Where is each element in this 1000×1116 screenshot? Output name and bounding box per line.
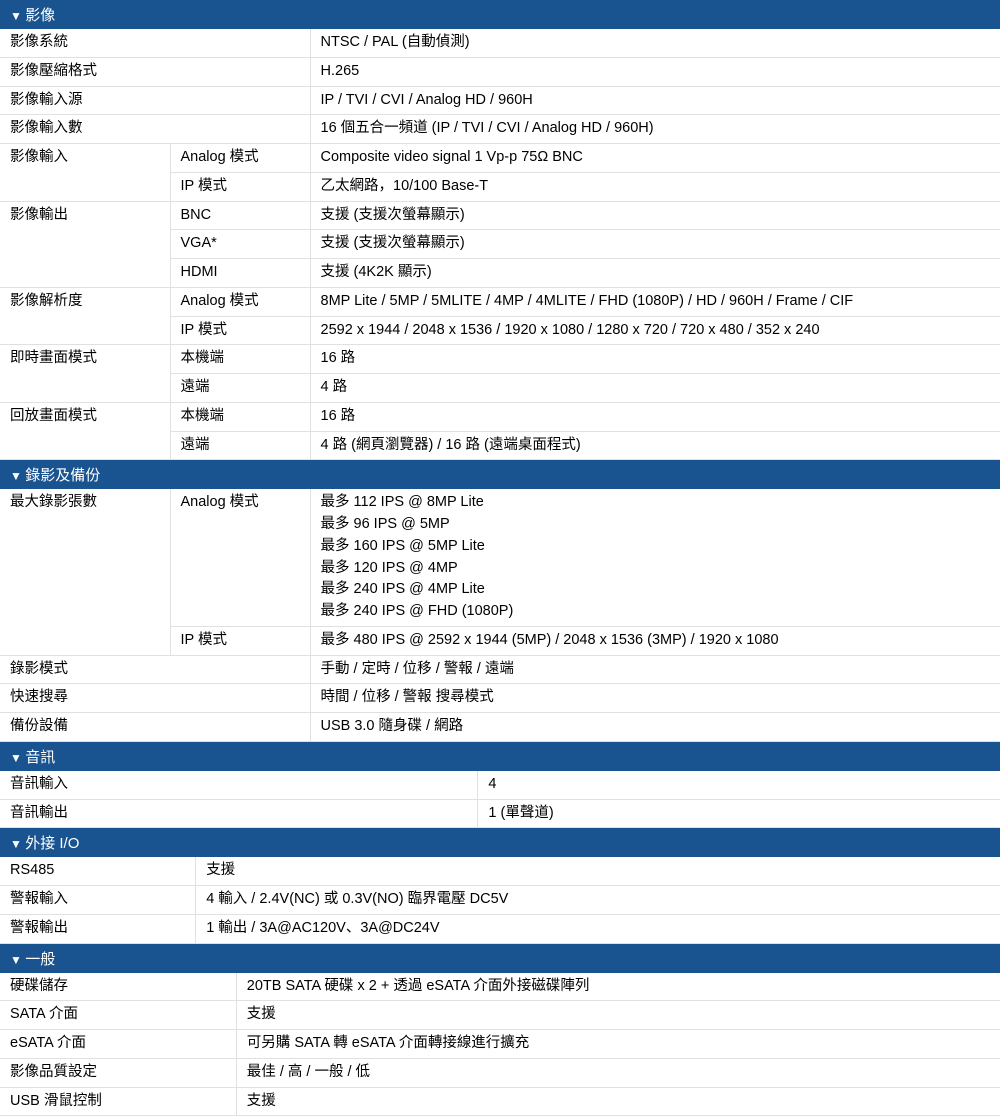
- table-row: 最大錄影張數Analog 模式最多 112 IPS @ 8MP Lite 最多 …: [0, 489, 1000, 626]
- spec-subkey: Analog 模式: [170, 489, 310, 626]
- section-header-io: 外接 I/O: [0, 828, 1000, 857]
- table-row: 錄影模式手動 / 定時 / 位移 / 警報 / 遠端: [0, 655, 1000, 684]
- section-header-record: 錄影及備份: [0, 460, 1000, 489]
- table-record: 最大錄影張數Analog 模式最多 112 IPS @ 8MP Lite 最多 …: [0, 489, 1000, 742]
- spec-key: 錄影模式: [0, 655, 310, 684]
- spec-val: 手動 / 定時 / 位移 / 警報 / 遠端: [310, 655, 1000, 684]
- spec-subkey: BNC: [170, 201, 310, 230]
- spec-key: 影像輸入數: [0, 115, 310, 144]
- table-row: 影像解析度Analog 模式8MP Lite / 5MP / 5MLITE / …: [0, 287, 1000, 316]
- spec-key: 音訊輸入: [0, 771, 478, 799]
- table-row: SATA 介面支援: [0, 1001, 1000, 1030]
- table-row: 影像壓縮格式H.265: [0, 57, 1000, 86]
- table-row: 音訊輸出1 (單聲道): [0, 799, 1000, 828]
- table-row: 音訊輸入4: [0, 771, 1000, 799]
- spec-key: 警報輸出: [0, 914, 196, 943]
- section-header-video: 影像: [0, 0, 1000, 29]
- spec-subkey: Analog 模式: [170, 287, 310, 316]
- table-row: 警報輸入4 輸入 / 2.4V(NC) 或 0.3V(NO) 臨界電壓 DC5V: [0, 886, 1000, 915]
- section-header-audio: 音訊: [0, 742, 1000, 771]
- table-row: 影像輸出BNC支援 (支援次螢幕顯示): [0, 201, 1000, 230]
- spec-val: 支援: [236, 1001, 1000, 1030]
- spec-val: 2592 x 1944 / 2048 x 1536 / 1920 x 1080 …: [310, 316, 1000, 345]
- spec-val: 4: [478, 771, 1000, 799]
- spec-val: USB 3.0 隨身碟 / 網路: [310, 713, 1000, 742]
- spec-key: 最大錄影張數: [0, 489, 170, 655]
- spec-key: 影像壓縮格式: [0, 57, 310, 86]
- spec-val: 支援: [236, 1087, 1000, 1116]
- spec-val: 支援: [196, 857, 1000, 885]
- spec-val: 時間 / 位移 / 警報 搜尋模式: [310, 684, 1000, 713]
- spec-key: 影像輸入: [0, 144, 170, 202]
- spec-subkey: 遠端: [170, 431, 310, 460]
- spec-key: USB 滑鼠控制: [0, 1087, 236, 1116]
- spec-val: 乙太網路，10/100 Base-T: [310, 172, 1000, 201]
- table-general: 硬碟儲存20TB SATA 硬碟 x 2 + 透過 eSATA 介面外接磁碟陣列…: [0, 973, 1000, 1116]
- spec-val: 16 路: [310, 345, 1000, 374]
- table-row: USB 滑鼠控制支援: [0, 1087, 1000, 1116]
- spec-val: 4 路: [310, 374, 1000, 403]
- table-row: 影像輸入Analog 模式Composite video signal 1 Vp…: [0, 144, 1000, 173]
- spec-val: 1 (單聲道): [478, 799, 1000, 828]
- spec-val: Composite video signal 1 Vp-p 75Ω BNC: [310, 144, 1000, 173]
- table-io: RS485支援 警報輸入4 輸入 / 2.4V(NC) 或 0.3V(NO) 臨…: [0, 857, 1000, 943]
- spec-key: 影像系統: [0, 29, 310, 57]
- table-video: 影像系統NTSC / PAL (自動偵測) 影像壓縮格式H.265 影像輸入源I…: [0, 29, 1000, 460]
- table-row: 備份設備USB 3.0 隨身碟 / 網路: [0, 713, 1000, 742]
- table-row: 即時畫面模式本機端16 路: [0, 345, 1000, 374]
- spec-val: 4 輸入 / 2.4V(NC) 或 0.3V(NO) 臨界電壓 DC5V: [196, 886, 1000, 915]
- spec-val: 支援 (支援次螢幕顯示): [310, 201, 1000, 230]
- spec-val: 支援 (支援次螢幕顯示): [310, 230, 1000, 259]
- spec-key: 影像輸入源: [0, 86, 310, 115]
- spec-val: 16 個五合一頻道 (IP / TVI / CVI / Analog HD / …: [310, 115, 1000, 144]
- spec-key: 警報輸入: [0, 886, 196, 915]
- spec-key: eSATA 介面: [0, 1030, 236, 1059]
- spec-val: H.265: [310, 57, 1000, 86]
- spec-subkey: IP 模式: [170, 626, 310, 655]
- spec-val: 可另購 SATA 轉 eSATA 介面轉接線進行擴充: [236, 1030, 1000, 1059]
- spec-val: 支援 (4K2K 顯示): [310, 259, 1000, 288]
- spec-key: 即時畫面模式: [0, 345, 170, 403]
- table-row: 影像系統NTSC / PAL (自動偵測): [0, 29, 1000, 57]
- spec-val: 16 路: [310, 402, 1000, 431]
- spec-subkey: VGA*: [170, 230, 310, 259]
- spec-val: 4 路 (網頁瀏覽器) / 16 路 (遠端桌面程式): [310, 431, 1000, 460]
- spec-subkey: IP 模式: [170, 316, 310, 345]
- table-row: 快速搜尋時間 / 位移 / 警報 搜尋模式: [0, 684, 1000, 713]
- spec-key: 硬碟儲存: [0, 973, 236, 1001]
- spec-subkey: HDMI: [170, 259, 310, 288]
- table-row: 影像輸入源IP / TVI / CVI / Analog HD / 960H: [0, 86, 1000, 115]
- spec-subkey: 本機端: [170, 402, 310, 431]
- table-row: 警報輸出1 輸出 / 3A@AC120V、3A@DC24V: [0, 914, 1000, 943]
- spec-val: 最多 112 IPS @ 8MP Lite 最多 96 IPS @ 5MP 最多…: [310, 489, 1000, 626]
- spec-key: 音訊輸出: [0, 799, 478, 828]
- spec-subkey: 本機端: [170, 345, 310, 374]
- table-row: RS485支援: [0, 857, 1000, 885]
- spec-subkey: 遠端: [170, 374, 310, 403]
- spec-key: 快速搜尋: [0, 684, 310, 713]
- spec-val: 1 輸出 / 3A@AC120V、3A@DC24V: [196, 914, 1000, 943]
- spec-val: 20TB SATA 硬碟 x 2 + 透過 eSATA 介面外接磁碟陣列: [236, 973, 1000, 1001]
- spec-key: 備份設備: [0, 713, 310, 742]
- spec-key: 影像品質設定: [0, 1058, 236, 1087]
- spec-key: RS485: [0, 857, 196, 885]
- spec-subkey: IP 模式: [170, 172, 310, 201]
- spec-key: 影像解析度: [0, 287, 170, 345]
- spec-key: SATA 介面: [0, 1001, 236, 1030]
- spec-key: 影像輸出: [0, 201, 170, 287]
- spec-val: 最佳 / 高 / 一般 / 低: [236, 1058, 1000, 1087]
- table-audio: 音訊輸入4 音訊輸出1 (單聲道): [0, 771, 1000, 829]
- spec-key: 回放畫面模式: [0, 402, 170, 460]
- table-row: 影像品質設定最佳 / 高 / 一般 / 低: [0, 1058, 1000, 1087]
- table-row: eSATA 介面可另購 SATA 轉 eSATA 介面轉接線進行擴充: [0, 1030, 1000, 1059]
- spec-val: 8MP Lite / 5MP / 5MLITE / 4MP / 4MLITE /…: [310, 287, 1000, 316]
- spec-val: 最多 480 IPS @ 2592 x 1944 (5MP) / 2048 x …: [310, 626, 1000, 655]
- table-row: 回放畫面模式本機端16 路: [0, 402, 1000, 431]
- table-row: 影像輸入數16 個五合一頻道 (IP / TVI / CVI / Analog …: [0, 115, 1000, 144]
- section-header-general: 一般: [0, 944, 1000, 973]
- table-row: 硬碟儲存20TB SATA 硬碟 x 2 + 透過 eSATA 介面外接磁碟陣列: [0, 973, 1000, 1001]
- spec-subkey: Analog 模式: [170, 144, 310, 173]
- spec-val: IP / TVI / CVI / Analog HD / 960H: [310, 86, 1000, 115]
- spec-val: NTSC / PAL (自動偵測): [310, 29, 1000, 57]
